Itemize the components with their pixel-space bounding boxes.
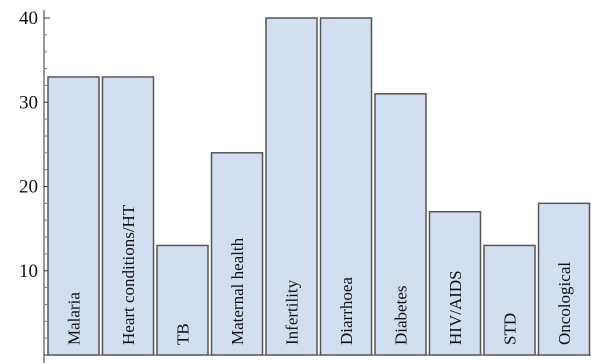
y-tick-label: 40 — [19, 8, 38, 29]
category-label: Diarrhoea — [337, 277, 356, 345]
category-label: Oncological — [555, 262, 574, 345]
bar — [265, 17, 318, 356]
bar — [156, 244, 209, 356]
y-tick-label: 20 — [19, 177, 38, 198]
category-label: Diabetes — [392, 286, 411, 345]
y-tick-label: 30 — [19, 92, 38, 113]
bar — [319, 17, 373, 356]
bars — [47, 17, 591, 356]
y-tick-label: 10 — [19, 261, 38, 282]
bar — [428, 211, 482, 356]
category-label: Infertility — [283, 279, 302, 345]
bar — [101, 76, 155, 356]
bar — [483, 244, 536, 356]
category-label: HIV/AIDS — [446, 270, 465, 345]
category-label: Malaria — [65, 292, 84, 345]
category-label: Maternal health — [228, 237, 247, 345]
bar — [537, 202, 591, 356]
category-label: TB — [174, 323, 193, 345]
bar — [210, 152, 264, 356]
category-label: STD — [501, 313, 520, 345]
bar — [374, 93, 427, 356]
category-label: Heart conditions/HT — [119, 204, 138, 345]
bar-labels: Malaria Heart conditions/HT TB Maternal hea… — [65, 204, 575, 345]
bar — [47, 76, 100, 356]
